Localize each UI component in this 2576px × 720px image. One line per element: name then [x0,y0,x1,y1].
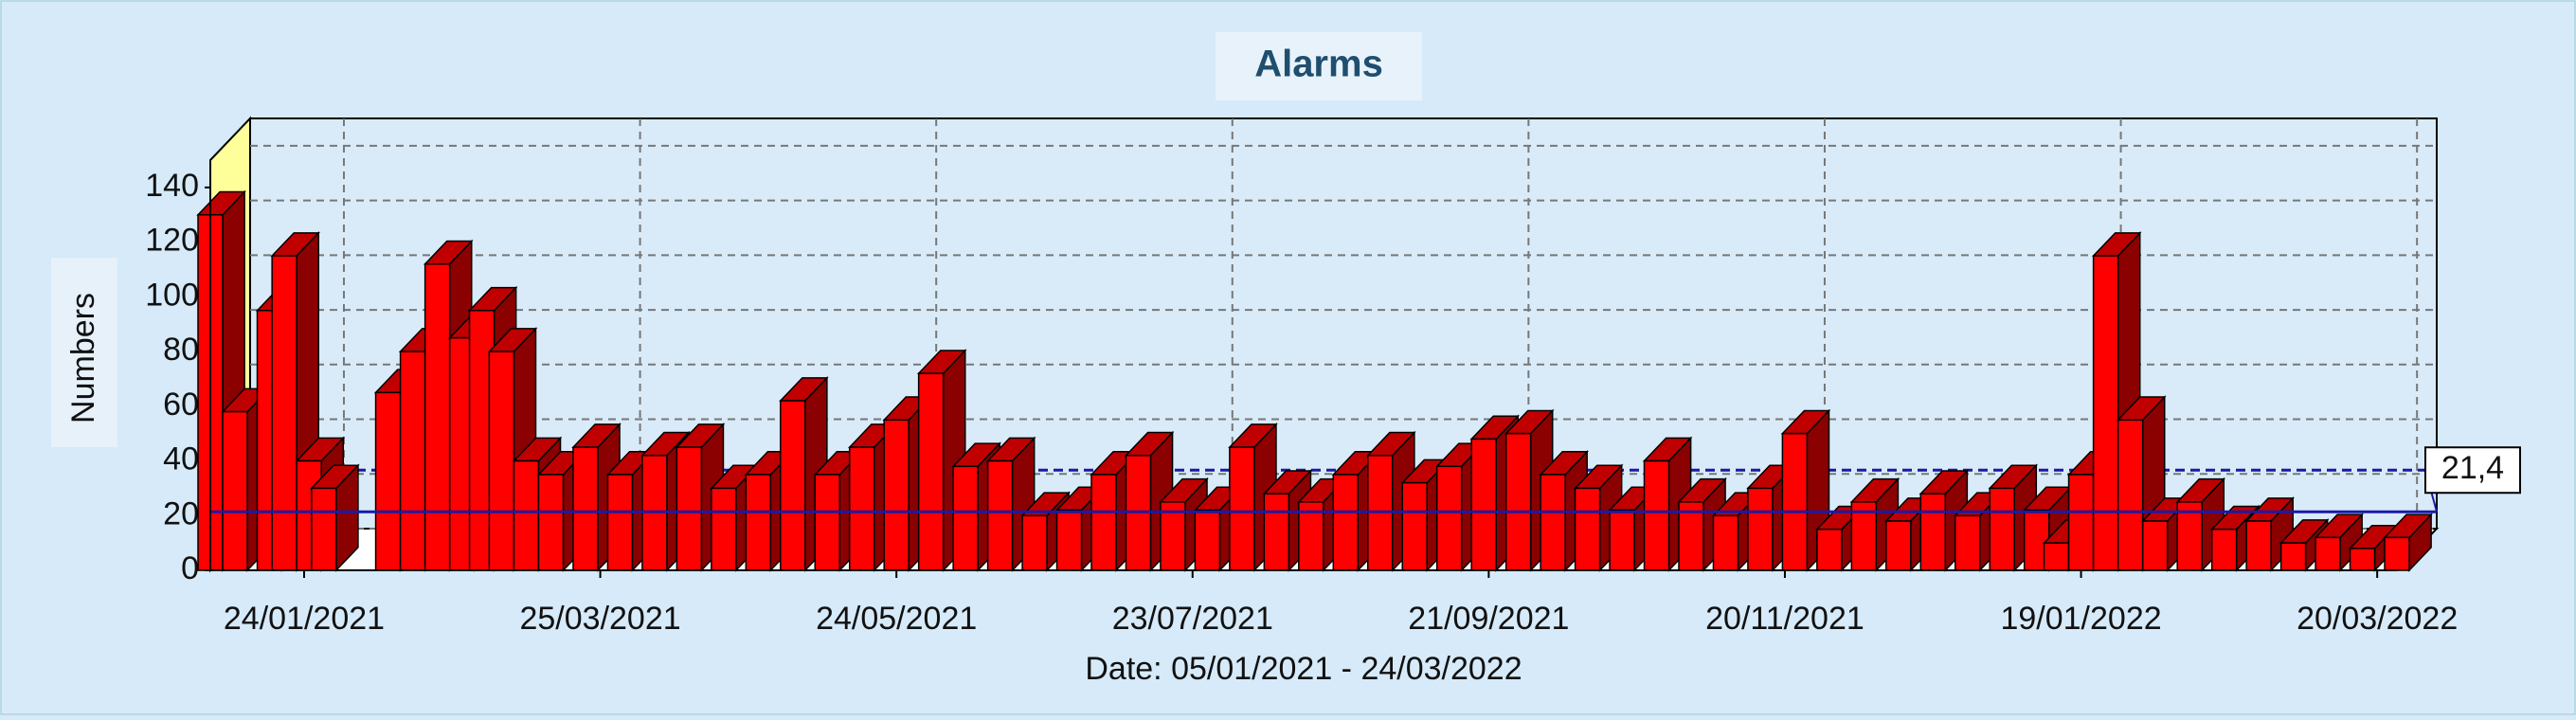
bar-front [374,391,402,571]
bar-front [1504,432,1532,571]
bar-front [1021,514,1048,571]
bar-front [745,474,772,571]
bar-front [1919,493,1947,571]
bar-front [1401,481,1428,571]
average-label: 21,4 [2441,450,2504,486]
bar-front [1678,501,1704,571]
y-tick-label: 20 [163,495,199,531]
bar-front [1816,528,1843,571]
bar-front [814,474,840,571]
chart-title: Alarms [1254,44,1383,85]
x-tick-label: 20/03/2022 [2297,601,2458,637]
bar-front [606,474,634,571]
y-tick-label: 120 [145,223,199,259]
y-axis-label: Numbers [65,293,101,423]
y-tick-label: 0 [181,550,199,586]
bar-front [1263,493,1290,571]
bar-front [1609,509,1635,571]
bar-front [952,465,979,571]
bar-front [1540,474,1566,571]
bar-front [1850,501,1878,571]
x-tick-label: 23/07/2021 [1112,601,1273,637]
bar-front [222,410,248,571]
x-tick-label: 20/11/2021 [1705,601,1864,637]
y-label-box [51,258,117,447]
bar-front [488,351,515,571]
y-tick-label: 140 [145,168,199,204]
x-tick-label: 24/01/2021 [224,601,385,637]
x-tick-label: 25/03/2021 [519,601,680,637]
bar-front [1332,474,1360,571]
x-tick-label: 24/05/2021 [816,601,977,637]
bar-front [1643,459,1670,571]
y-tick-label: 100 [145,277,199,313]
bar-front [572,446,599,571]
y-tick-label: 40 [163,441,199,477]
bar-front [1160,501,1186,571]
bar-front [2210,528,2238,571]
bar-front [1298,501,1324,571]
bar-front [1989,487,2015,571]
bar-front [2349,548,2376,571]
bar [310,463,360,572]
bar-front [2067,474,2095,571]
x-tick-label: 19/01/2022 [2000,601,2161,637]
bar [2383,513,2433,572]
bar [2314,513,2364,572]
bar-front [2245,520,2272,571]
bar-front [271,255,297,571]
bar-front [2279,542,2307,571]
bar-front [1229,446,1255,571]
bar-front [1954,514,1981,571]
bar-front [986,459,1014,571]
bar-front [780,400,806,571]
bar-front [1055,509,1083,571]
bar-front [883,419,910,571]
bar-front [1712,514,1739,571]
x-axis-label: Date: 05/01/2021 - 24/03/2022 [1085,651,1522,687]
bar-front [537,474,565,571]
x-tick-label: 21/09/2021 [1408,601,1569,637]
bar-front [1435,465,1463,571]
bar-front [423,262,451,571]
bar-front [1781,432,1809,571]
bar-front [2117,419,2144,571]
bar-front [311,487,337,571]
bar-front [513,459,540,571]
bar-front [1885,520,1912,571]
title-box [1216,32,1422,100]
bar-front [711,487,737,571]
bar-front [2141,520,2169,571]
bar-front [848,446,875,571]
bar-front [676,446,703,571]
bar-front [2043,542,2070,571]
bar-front [399,351,426,571]
bar-front [1470,438,1497,571]
bar-front [2384,536,2410,571]
bar-front [1574,487,1601,571]
bar-front [1747,487,1774,571]
y-tick-label: 80 [163,332,199,368]
average-label-box [2424,446,2521,495]
bar-front [2092,255,2119,571]
bar-front [917,372,945,571]
bar-front [1090,474,1117,571]
bar-front [2315,536,2341,571]
y-tick-label: 60 [163,387,199,423]
bar-front [1194,509,1221,571]
